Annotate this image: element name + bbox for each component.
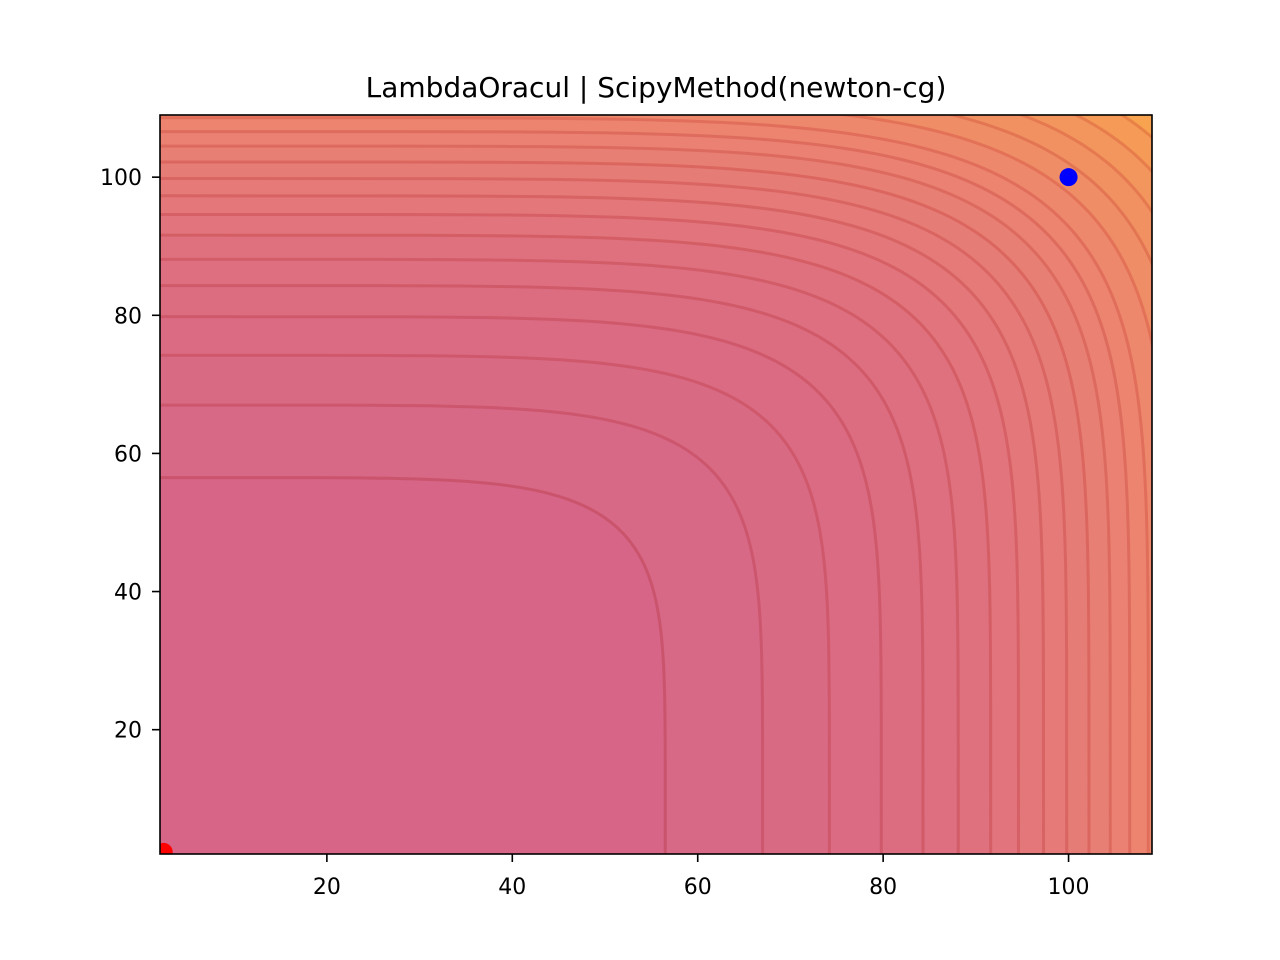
contour-line (160, 177, 1069, 854)
contour-line (1072, 115, 1152, 174)
x-tick-label: 80 (869, 875, 897, 900)
contour-line (946, 115, 1152, 268)
contour-lines (160, 115, 1152, 854)
contour-line (160, 403, 765, 854)
contour-line (160, 476, 667, 854)
y-tick-label: 100 (100, 166, 142, 191)
contour-line (160, 160, 1091, 854)
y-tick-label: 80 (114, 304, 142, 329)
contour-line (1119, 115, 1152, 140)
contour-line (160, 284, 925, 854)
y-axis: 20 40 60 80 100 (100, 166, 160, 744)
contour-line (160, 233, 993, 854)
x-axis: 20 40 60 80 100 (313, 854, 1090, 900)
chart-title: LambdaOracul | ScipyMethod(newton-cg) (366, 71, 947, 104)
contour-line (160, 315, 883, 854)
contour-line (160, 212, 1020, 854)
y-tick-label: 60 (114, 442, 142, 467)
marker-points (160, 168, 1078, 854)
contour-line (160, 116, 1150, 854)
contour-line (160, 353, 831, 854)
y-tick-label: 20 (114, 719, 142, 744)
contour-line (160, 144, 1112, 854)
x-tick-label: 20 (313, 875, 341, 900)
y-tick-label: 40 (114, 581, 142, 606)
x-tick-label: 40 (498, 875, 526, 900)
x-tick-label: 60 (684, 875, 712, 900)
contour-line (160, 257, 960, 854)
x-tick-label: 100 (1048, 875, 1090, 900)
contour-line (160, 130, 1132, 854)
start-point (160, 842, 173, 854)
contour-line (160, 194, 1046, 854)
end-point (1059, 168, 1078, 187)
axes-frame (159, 114, 1153, 855)
contour-band (160, 477, 666, 854)
plot-area (160, 115, 1152, 854)
contour-line (1017, 115, 1152, 215)
contour-line (833, 115, 1152, 350)
